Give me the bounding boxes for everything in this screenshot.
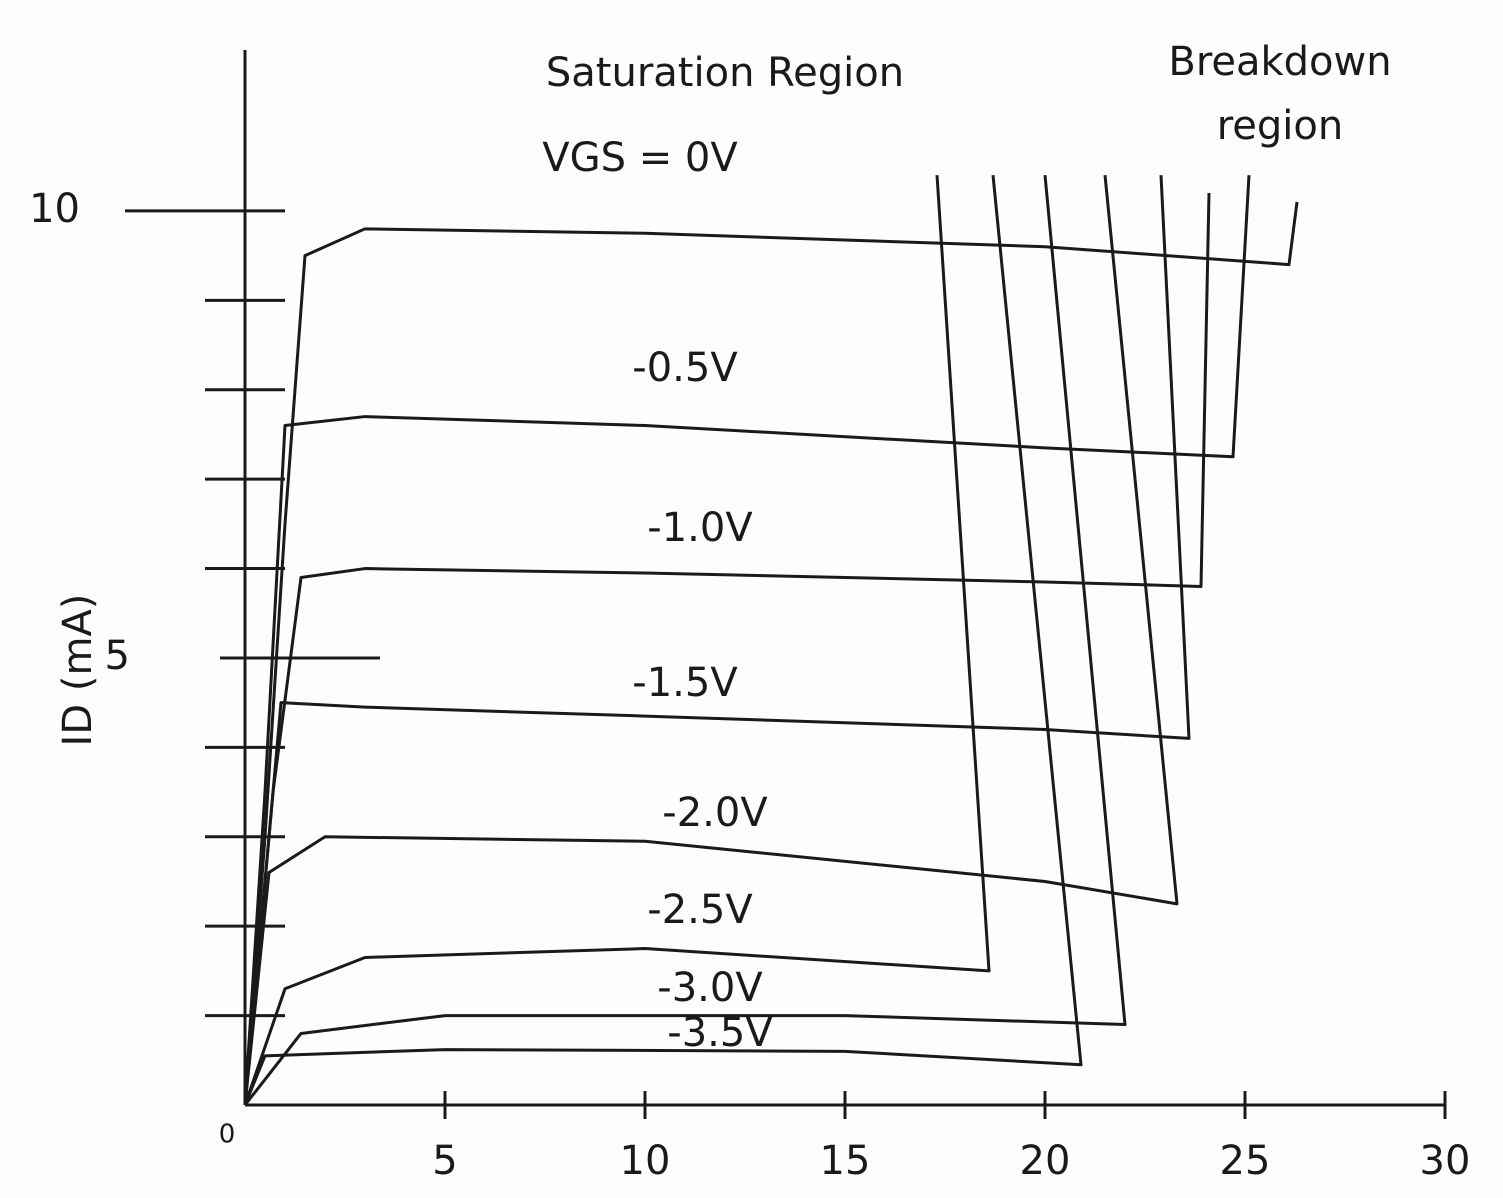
curve xyxy=(245,175,989,1105)
x-tick-label: 20 xyxy=(1020,1138,1071,1184)
series-label: -1.5V xyxy=(632,660,738,706)
x-tick-label: 5 xyxy=(432,1138,457,1184)
y-tick-label: 10 xyxy=(29,186,80,232)
curve xyxy=(245,202,1297,1105)
y-tick-label: 5 xyxy=(105,633,130,679)
x-tick-label: 0 xyxy=(219,1120,236,1150)
annotation: Breakdown region xyxy=(1130,30,1430,158)
annotation: Saturation Region xyxy=(546,50,904,96)
y-axis-label: ID (mA) xyxy=(55,594,101,747)
page: Saturation Region ID (mA) 0 5 10 15 20 25 30 5 1… xyxy=(0,0,1503,1198)
series-label: -3.5V xyxy=(667,1010,773,1056)
series-label: -0.5V xyxy=(632,345,738,391)
series-label: -2.5V xyxy=(647,887,753,933)
series-label: -2.0V xyxy=(662,790,768,836)
chart: Saturation Region ID (mA) 0 5 10 15 20 25 30 5 1… xyxy=(0,0,1503,1198)
series-label: -3.0V xyxy=(657,965,763,1011)
x-tick-label: 25 xyxy=(1220,1138,1271,1184)
series-label: VGS = 0V xyxy=(542,135,738,181)
series-label: -1.0V xyxy=(647,505,753,551)
x-tick-label: 15 xyxy=(820,1138,871,1184)
x-tick-label: 30 xyxy=(1420,1138,1471,1184)
x-tick-label: 10 xyxy=(620,1138,671,1184)
